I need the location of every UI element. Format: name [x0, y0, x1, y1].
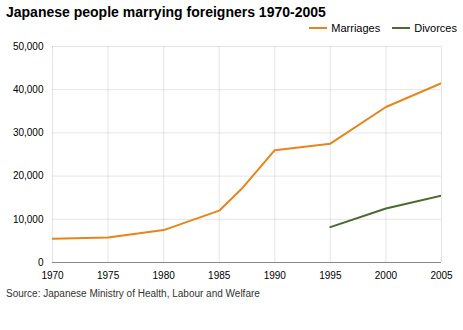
- html-text:Marriages: Marriages: [331, 22, 381, 34]
- html-text:Source: Japanese Ministry of H: Source: Japanese Ministry of Health, Lab…: [6, 288, 260, 299]
- svg-text:50,000: 50,000: [13, 41, 44, 52]
- svg-text:20,000: 20,000: [13, 170, 44, 181]
- svg-text:1975: 1975: [97, 270, 120, 281]
- svg-text:1995: 1995: [319, 270, 342, 281]
- svg-text:1980: 1980: [153, 270, 176, 281]
- svg-text:1985: 1985: [208, 270, 231, 281]
- html-text:Japanese people marrying forei: Japanese people marrying foreigners 1970…: [6, 4, 326, 20]
- svg-text:40,000: 40,000: [13, 84, 44, 95]
- svg-text:30,000: 30,000: [13, 127, 44, 138]
- svg-text:1970: 1970: [41, 270, 64, 281]
- svg-text:0: 0: [38, 257, 44, 268]
- html-text:Divorces: Divorces: [414, 22, 457, 34]
- svg-text:2000: 2000: [375, 270, 398, 281]
- svg-text:2005: 2005: [430, 270, 453, 281]
- svg-text:1990: 1990: [264, 270, 287, 281]
- svg-text:10,000: 10,000: [13, 214, 44, 225]
